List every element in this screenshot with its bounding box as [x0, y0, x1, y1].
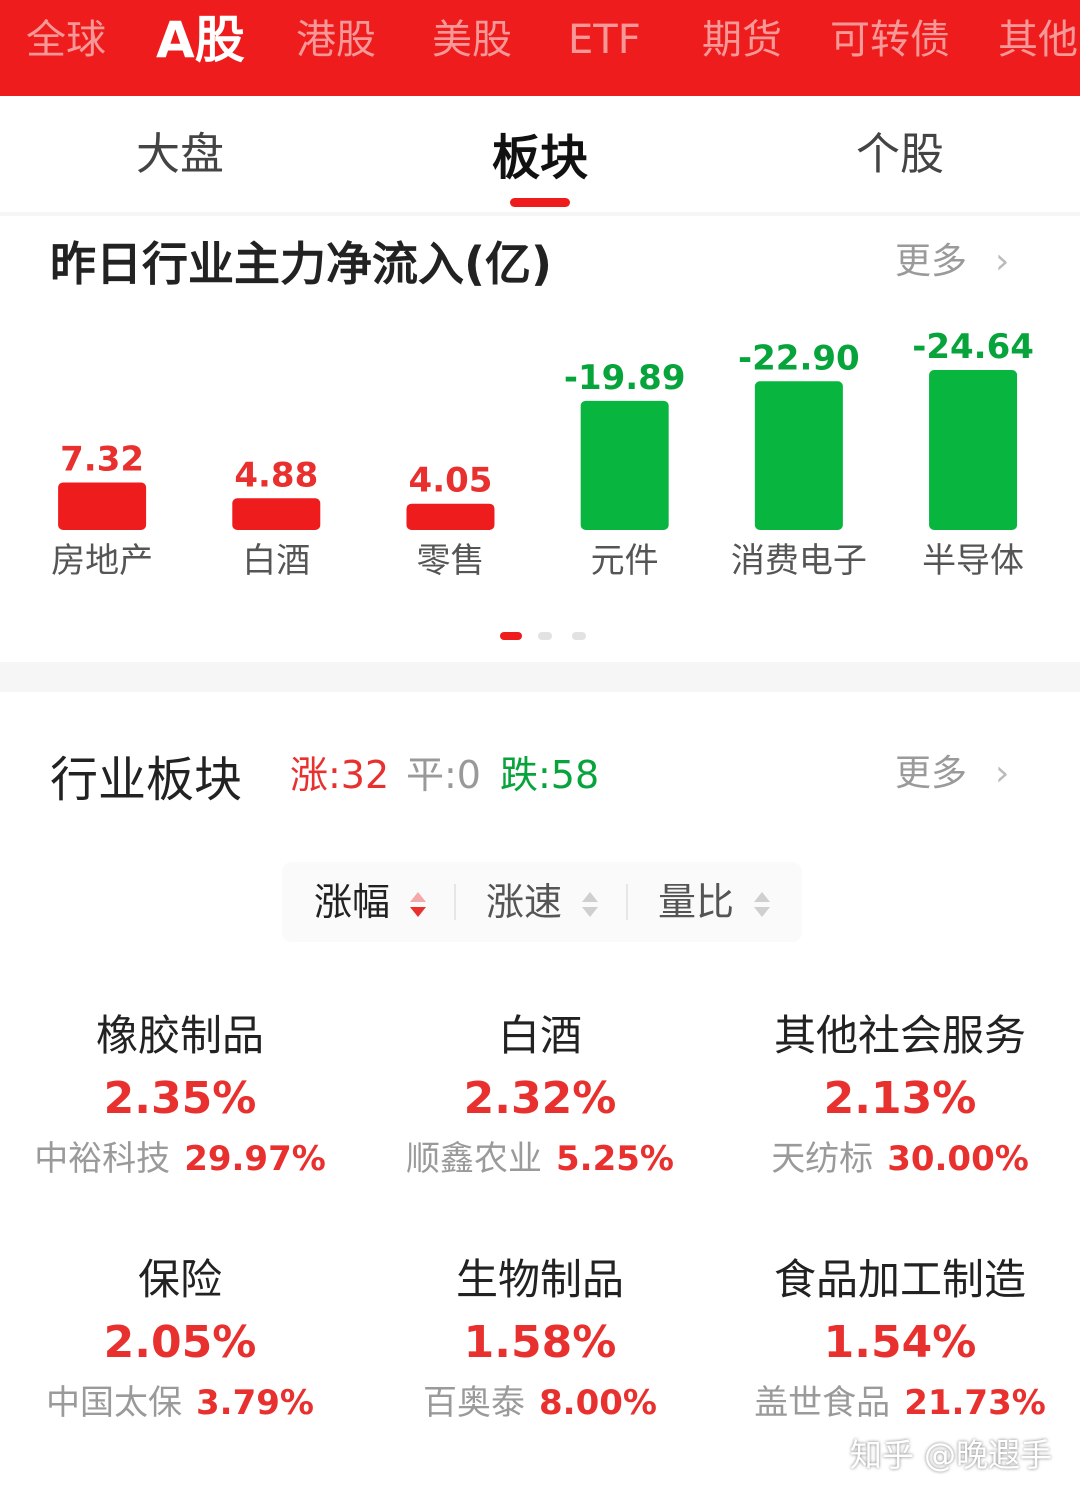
- flow-bar-chart[interactable]: 7.32 房地产 4.88 白酒 4.05 零售 -19.89 元件 -22.90 消费电子 -24…: [0, 300, 1080, 600]
- tab-market-overview[interactable]: 大盘: [136, 129, 224, 180]
- flow-section-title: 昨日行业主力净流入(亿): [50, 237, 553, 291]
- leading-stock-name: 天纺标: [771, 1139, 874, 1179]
- industry-change: 2.05%: [103, 1317, 257, 1368]
- leading-stock: 天纺标 30.00%: [720, 1134, 1080, 1184]
- industry-more-label: 更多: [895, 753, 968, 794]
- pager-dot-2[interactable]: [538, 632, 552, 640]
- leading-stock-change: 3.79%: [196, 1383, 314, 1423]
- tab-sectors[interactable]: 板块: [491, 130, 588, 186]
- bar-category-label: 房地产: [51, 541, 153, 581]
- bar-5[interactable]: [754, 381, 843, 530]
- leading-stock: 中国太保 3.79%: [0, 1378, 360, 1428]
- market-tab-a-share[interactable]: A股: [156, 11, 245, 69]
- bar-6[interactable]: [929, 370, 1018, 530]
- sort-by-speed-label: 涨速: [486, 880, 563, 924]
- industry-change: 2.35%: [103, 1073, 257, 1124]
- leading-stock-name: 中国太保: [46, 1383, 183, 1423]
- bar-3[interactable]: [406, 503, 495, 530]
- bar-category-label: 消费电子: [731, 541, 867, 581]
- bar-2[interactable]: [232, 498, 321, 530]
- industry-card[interactable]: 其他社会服务 2.13% 天纺标 30.00%: [720, 1008, 1080, 1184]
- industry-more-link[interactable]: 更多 ›: [895, 744, 1009, 796]
- industry-change: 1.54%: [823, 1317, 977, 1368]
- sort-separator: [626, 884, 628, 920]
- industry-change: 1.58%: [463, 1317, 617, 1368]
- sort-by-change-label: 涨幅: [314, 880, 391, 924]
- sub-tab-bar: 大盘 板块 个股: [0, 96, 1080, 214]
- leading-stock-name: 中裕科技: [34, 1139, 171, 1179]
- industry-card[interactable]: 生物制品 1.58% 百奥泰 8.00%: [360, 1252, 720, 1428]
- market-tab-convertible[interactable]: 可转债: [830, 17, 950, 63]
- leading-stock: 百奥泰 8.00%: [360, 1378, 720, 1428]
- chevron-right-icon: ›: [995, 753, 1010, 794]
- leading-stock-name: 顺鑫农业: [406, 1139, 543, 1179]
- market-tab-bar: 全球 A股 港股 美股 ETF 期货 可转债 其他: [0, 0, 1080, 96]
- bar-value-label: 4.88: [234, 455, 318, 495]
- market-tab-global[interactable]: 全球: [26, 17, 106, 63]
- leading-stock-change: 30.00%: [887, 1139, 1029, 1179]
- leading-stock-change: 5.25%: [556, 1139, 674, 1179]
- industry-change: 2.32%: [463, 1073, 617, 1124]
- watermark: 知乎 @晚遐手: [849, 1436, 1052, 1474]
- flow-more-label: 更多: [895, 241, 968, 282]
- leading-stock: 中裕科技 29.97%: [0, 1134, 360, 1184]
- industry-name: 其他社会服务: [773, 1011, 1026, 1060]
- leading-stock-change: 29.97%: [184, 1139, 326, 1179]
- bar-value-label: -24.64: [912, 327, 1034, 367]
- bar-value-label: -22.90: [738, 338, 860, 378]
- pager-dot-3[interactable]: [572, 632, 586, 640]
- flow-more-link[interactable]: 更多 ›: [895, 232, 1009, 284]
- bar-value-label: -19.89: [564, 358, 686, 398]
- bar-category-label: 元件: [591, 541, 659, 581]
- flat-count: 平:0: [406, 753, 481, 797]
- bar-4[interactable]: [580, 400, 669, 530]
- bar-value-label: 7.32: [60, 439, 144, 479]
- industry-section-title: 行业板块: [50, 752, 243, 808]
- section-divider: [0, 662, 1080, 692]
- market-tab-etf[interactable]: ETF: [568, 17, 641, 63]
- industry-name: 白酒: [497, 1011, 582, 1060]
- sort-arrows-icon: [752, 890, 772, 920]
- chevron-right-icon: ›: [995, 241, 1010, 282]
- tab-stocks[interactable]: 个股: [856, 129, 944, 180]
- pager-dot-1[interactable]: [500, 632, 522, 640]
- bar-category-label: 半导体: [922, 541, 1024, 581]
- industry-name: 食品加工制造: [773, 1255, 1026, 1304]
- leading-stock: 盖世食品 21.73%: [720, 1378, 1080, 1428]
- leading-stock-change: 21.73%: [904, 1383, 1046, 1423]
- bar-category-label: 白酒: [242, 541, 310, 581]
- leading-stock: 顺鑫农业 5.25%: [360, 1134, 720, 1184]
- divider: [0, 212, 1080, 216]
- leading-stock-name: 百奥泰: [423, 1383, 526, 1423]
- market-tab-other[interactable]: 其他: [998, 17, 1078, 63]
- industry-name: 保险: [137, 1255, 222, 1304]
- leading-stock-change: 8.00%: [539, 1383, 657, 1423]
- industry-name: 生物制品: [455, 1255, 624, 1304]
- sort-by-change[interactable]: 涨幅: [314, 862, 428, 942]
- market-tab-hk[interactable]: 港股: [296, 17, 376, 63]
- up-count: 涨:32: [290, 753, 390, 797]
- market-tab-us[interactable]: 美股: [432, 17, 512, 63]
- sort-arrows-icon: [580, 890, 600, 920]
- sort-separator: [454, 884, 456, 920]
- sort-options: 涨幅 涨速 量比: [282, 862, 802, 942]
- sort-by-speed[interactable]: 涨速: [486, 862, 600, 942]
- down-count: 跌:58: [500, 753, 600, 797]
- industry-card[interactable]: 保险 2.05% 中国太保 3.79%: [0, 1252, 360, 1428]
- bar-1[interactable]: [58, 482, 147, 530]
- sort-by-volume-ratio-label: 量比: [658, 880, 735, 924]
- industry-card[interactable]: 食品加工制造 1.54% 盖世食品 21.73%: [720, 1252, 1080, 1428]
- industry-change: 2.13%: [823, 1073, 977, 1124]
- industry-card[interactable]: 白酒 2.32% 顺鑫农业 5.25%: [360, 1008, 720, 1184]
- market-tab-futures[interactable]: 期货: [702, 17, 782, 63]
- bar-category-label: 零售: [416, 541, 484, 581]
- sort-arrows-icon: [408, 890, 428, 920]
- industry-card[interactable]: 橡胶制品 2.35% 中裕科技 29.97%: [0, 1008, 360, 1184]
- sort-by-volume-ratio[interactable]: 量比: [658, 862, 772, 942]
- bar-value-label: 4.05: [409, 461, 493, 501]
- industry-name: 橡胶制品: [95, 1011, 264, 1060]
- active-tab-indicator: [510, 198, 570, 207]
- leading-stock-name: 盖世食品: [754, 1383, 891, 1423]
